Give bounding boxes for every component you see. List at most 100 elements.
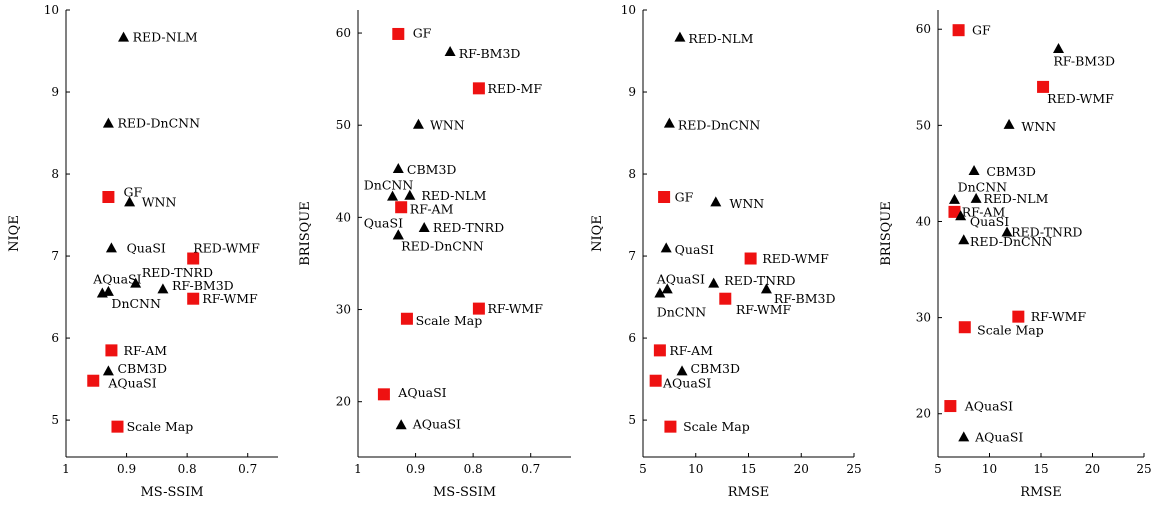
triangle-marker-quasi — [955, 210, 967, 221]
point-label-red-wmf: RED-WMF — [1047, 91, 1114, 106]
point-label-aquasi: AQuaSI — [92, 272, 141, 287]
y-tick-label: 9 — [51, 85, 59, 99]
scatter-panel-2: 1 0.9 0.8 0.7 20 30 40 50 60 MS-SSIM BRISQUE GF RF-B… — [298, 10, 571, 500]
square-marker-rf-am — [395, 201, 408, 214]
y-tick-label: 8 — [628, 167, 636, 181]
point-label-red-dncnn: RED-DnCNN — [678, 117, 761, 132]
triangle-marker-rf-bm3d — [444, 45, 456, 56]
x-tick-label: 20 — [794, 462, 809, 476]
x-tick-label: 1 — [62, 462, 70, 476]
point-label-aquasi: AQuaSI — [412, 416, 461, 431]
point-label-red-dncnn: RED-DnCNN — [970, 234, 1053, 249]
point-label-red-mf: RED-MF — [488, 81, 543, 96]
square-marker-rf-am — [653, 344, 666, 357]
x-tick-label: 10 — [688, 462, 703, 476]
point-label-cbm3d: CBM3D — [407, 162, 457, 177]
square-marker-red-wmf — [1037, 80, 1050, 93]
square-marker-red-wmf — [744, 252, 757, 265]
point-label-red-wmf: RED-WMF — [762, 251, 829, 266]
point-label-gf: GF — [413, 26, 432, 41]
y-tick-label: 50 — [916, 118, 931, 132]
point-label-dncnn: DnCNN — [364, 178, 414, 193]
y-tick-label: 5 — [628, 413, 636, 427]
x-tick-label: 15 — [1033, 462, 1048, 476]
x-tick-label: 0.8 — [178, 462, 197, 476]
triangle-marker-dncnn — [948, 193, 960, 204]
y-tick-label: 30 — [916, 311, 931, 325]
y-tick-label: 20 — [916, 407, 931, 421]
point-label-red-nlm: RED-NLM — [688, 31, 753, 46]
square-marker-scale-map — [664, 420, 677, 433]
x-tick-label: 0.7 — [521, 462, 540, 476]
point-label-dncnn: DnCNN — [657, 304, 707, 319]
x-tick-label: 10 — [982, 462, 997, 476]
square-marker-rf-am — [105, 344, 118, 357]
triangle-marker-red-nlm — [118, 31, 130, 42]
point-label-cbm3d: CBM3D — [117, 361, 167, 376]
triangle-marker-wnn — [412, 118, 424, 129]
point-label-rf-wmf: RF-WMF — [1031, 309, 1087, 324]
scatter-panel-1: 1 0.9 0.8 0.7 5 6 7 8 9 10 MS-SSIM NIQE RED-NLM RED-D… — [7, 3, 278, 500]
point-label-wnn: WNN — [142, 194, 177, 209]
triangle-marker-red-tnrd — [130, 277, 142, 288]
y-tick-label: 7 — [628, 249, 636, 263]
square-marker-rf-wmf — [719, 292, 732, 305]
y-tick-label: 50 — [336, 118, 351, 132]
square-marker-gf — [952, 24, 965, 37]
point-label-dncnn: DnCNN — [958, 179, 1008, 194]
point-label-quasi: QuaSI — [970, 214, 1009, 229]
y-tick-label: 6 — [51, 331, 59, 345]
point-label-scale-map: Scale Map — [977, 323, 1044, 338]
point-label-aquasi: AQuaSI — [656, 272, 705, 287]
y-tick-label: 9 — [628, 85, 636, 99]
point-label-scale-map: Scale Map — [127, 419, 194, 434]
x-tick-label: 5 — [639, 462, 647, 476]
y-tick-label: 5 — [51, 413, 59, 427]
square-marker-red-mf — [472, 82, 485, 95]
point-label-quasi: QuaSI — [675, 242, 714, 257]
point-label-dncnn: DnCNN — [111, 296, 161, 311]
square-marker-rf-wmf — [472, 302, 485, 315]
square-marker-scale-map — [958, 321, 971, 334]
point-label-scale-map: Scale Map — [416, 313, 483, 328]
x-tick-label: 0.7 — [238, 462, 257, 476]
point-label-wnn: WNN — [1021, 119, 1056, 134]
square-marker-aquasi — [944, 400, 957, 413]
triangle-marker-red-nlm — [404, 189, 416, 200]
point-label-cbm3d: CBM3D — [986, 164, 1036, 179]
triangle-marker-wnn — [710, 196, 722, 207]
square-marker-rf-wmf — [187, 292, 200, 305]
triangle-marker-cbm3d — [968, 165, 980, 176]
x-tick-label: 1 — [354, 462, 362, 476]
point-label-rf-bm3d: RF-BM3D — [459, 46, 521, 61]
point-label-wnn: WNN — [430, 118, 465, 133]
triangle-marker-dncnn — [654, 287, 666, 298]
square-marker-aquasi — [377, 388, 390, 401]
point-label-rf-wmf: RF-WMF — [202, 291, 258, 306]
square-marker-aquasi — [87, 374, 100, 387]
triangle-marker-red-dncnn — [102, 117, 114, 128]
x-tick-label: 25 — [846, 462, 861, 476]
point-label-gf: GF — [972, 23, 991, 38]
point-label-rf-bm3d: RF-BM3D — [774, 291, 836, 306]
point-label-gf: GF — [675, 190, 694, 205]
point-label-rf-bm3d: RF-BM3D — [172, 278, 234, 293]
triangle-marker-cbm3d — [676, 365, 688, 376]
triangle-marker-quasi — [105, 242, 117, 253]
triangle-marker-aquasi — [661, 283, 673, 294]
square-marker-gf — [102, 191, 115, 204]
point-label-aquasi: AQuaSI — [107, 376, 156, 391]
triangle-marker-rf-bm3d — [157, 283, 169, 294]
point-label-quasi: QuaSI — [364, 215, 403, 230]
x-tick-label: 5 — [934, 462, 942, 476]
triangle-marker-red-tnrd — [418, 222, 430, 233]
point-label-aquasi: AQuaSI — [662, 376, 711, 391]
y-tick-label: 10 — [621, 3, 636, 17]
point-label-red-nlm: RED-NLM — [983, 191, 1048, 206]
point-label-rf-wmf: RF-WMF — [488, 301, 544, 316]
x-tick-label: 0.9 — [117, 462, 136, 476]
y-tick-label: 7 — [51, 249, 59, 263]
y-axis-title: NIQE — [7, 215, 22, 252]
point-label-rf-wmf: RF-WMF — [736, 302, 792, 317]
